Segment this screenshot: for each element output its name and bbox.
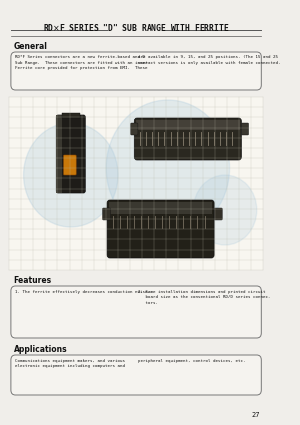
Text: 27: 27 [251,412,260,418]
FancyBboxPatch shape [56,115,85,193]
FancyBboxPatch shape [11,286,261,338]
Text: Communications equipment makers, and various
electronic equipment including comp: Communications equipment makers, and var… [14,359,124,368]
FancyBboxPatch shape [242,123,249,135]
Text: Applications: Applications [14,345,67,354]
Text: 2. Same installation dimensions and printed circuit
   board size as the convent: 2. Same installation dimensions and prin… [138,290,270,305]
Text: General: General [14,42,47,51]
Circle shape [193,175,257,245]
Text: peripheral equipment, control devices, etc.: peripheral equipment, control devices, e… [138,359,245,363]
Circle shape [106,100,230,236]
FancyBboxPatch shape [131,123,138,135]
Text: Features: Features [14,276,52,285]
FancyBboxPatch shape [214,208,222,220]
Bar [56,115,62,193]
Bar [9,97,263,270]
FancyBboxPatch shape [11,52,261,90]
Text: 1. The ferrite effectively decreases conduction noise.: 1. The ferrite effectively decreases con… [14,290,149,294]
FancyBboxPatch shape [11,355,261,395]
FancyBboxPatch shape [103,208,111,220]
Text: are available in 9, 15, and 25 positions. (The 15 and 25
contact versions is onl: are available in 9, 15, and 25 positions… [138,55,280,65]
Circle shape [24,123,118,227]
FancyBboxPatch shape [134,118,242,160]
Text: RD*F Series connectors are a new ferrite-based and D
Sub Range.  These connector: RD*F Series connectors are a new ferrite… [14,55,147,70]
Bar [109,202,212,214]
FancyBboxPatch shape [107,200,214,258]
Text: RD$\times$F SERIES "D" SUB RANGE WITH FERRITE: RD$\times$F SERIES "D" SUB RANGE WITH FE… [43,22,229,33]
FancyBboxPatch shape [64,155,76,175]
Bar [62,113,80,118]
Bar [136,120,239,130]
